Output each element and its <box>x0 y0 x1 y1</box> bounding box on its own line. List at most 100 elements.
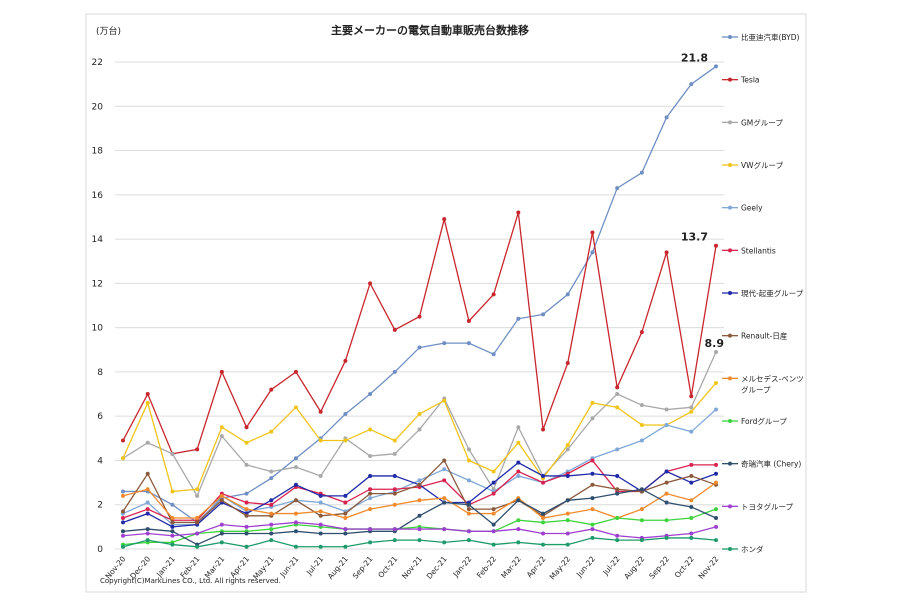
data-point <box>541 511 546 516</box>
data-point <box>491 529 496 534</box>
data-point <box>466 341 471 346</box>
data-point <box>244 440 249 445</box>
data-point <box>565 518 570 523</box>
y-tick-label: 20 <box>92 102 104 112</box>
y-tick-label: 18 <box>92 147 104 157</box>
data-point <box>417 498 422 503</box>
legend-label: ホンダ <box>741 544 764 554</box>
data-point <box>639 487 644 492</box>
data-point <box>714 507 718 512</box>
data-point <box>318 438 323 443</box>
data-point <box>466 318 471 323</box>
data-point <box>466 507 471 512</box>
data-point <box>689 531 694 536</box>
legend-item: 比亜迪汽車(BYD) <box>722 32 800 42</box>
chart-frame <box>85 13 807 593</box>
data-point <box>170 520 175 525</box>
data-point <box>664 500 669 505</box>
data-point <box>639 330 644 335</box>
data-point <box>689 473 694 478</box>
data-point <box>170 502 175 507</box>
data-point <box>145 471 150 476</box>
data-point <box>170 524 175 529</box>
data-point <box>343 516 348 521</box>
data-point <box>392 369 397 374</box>
data-point <box>541 480 546 485</box>
data-point <box>714 349 718 354</box>
data-point <box>293 465 298 470</box>
data-point <box>417 527 422 532</box>
data-point <box>689 504 694 509</box>
data-point <box>442 478 447 483</box>
legend-label: 現代-起亜グループ <box>741 288 804 298</box>
data-point <box>219 498 224 503</box>
data-point <box>541 542 546 547</box>
data-point <box>639 170 644 175</box>
data-point <box>689 82 694 87</box>
data-point <box>343 438 348 443</box>
data-point <box>516 210 521 215</box>
data-point <box>195 544 200 549</box>
data-point <box>145 511 150 516</box>
data-point <box>491 542 496 547</box>
data-point <box>615 538 620 543</box>
data-point <box>590 535 595 540</box>
data-point <box>565 442 570 447</box>
data-point <box>343 511 348 516</box>
data-point <box>244 544 249 549</box>
data-point <box>219 493 224 498</box>
data-point <box>615 405 620 410</box>
data-point <box>491 522 496 527</box>
data-point <box>466 458 471 463</box>
data-point <box>145 487 150 492</box>
data-point <box>392 502 397 507</box>
legend-label: トヨタグループ <box>741 501 794 511</box>
data-point <box>689 516 694 521</box>
data-point <box>639 423 644 428</box>
data-point <box>714 471 718 476</box>
data-point <box>318 522 323 527</box>
legend-marker <box>728 163 732 167</box>
legend-marker <box>728 504 732 509</box>
data-point <box>219 522 224 527</box>
data-point <box>145 527 150 532</box>
data-point <box>664 491 669 496</box>
data-point <box>269 538 274 543</box>
legend-label: 比亜迪汽車(BYD) <box>741 32 800 42</box>
data-point <box>269 522 274 527</box>
data-point <box>121 456 125 461</box>
legend-label: メルセデス-ベンツグループ <box>741 373 804 394</box>
data-point <box>491 352 496 357</box>
data-point <box>392 327 397 332</box>
data-point <box>466 529 471 534</box>
data-point <box>368 540 373 545</box>
data-point <box>590 400 595 405</box>
data-point <box>269 429 274 434</box>
data-point <box>368 487 373 492</box>
data-point <box>219 369 224 374</box>
data-point <box>417 538 422 543</box>
data-point <box>565 361 570 366</box>
data-point <box>565 473 570 478</box>
legend-item: Stellantis <box>722 246 776 255</box>
data-point <box>145 538 150 543</box>
data-point <box>244 462 249 467</box>
data-point <box>293 544 298 549</box>
data-point <box>145 392 150 397</box>
data-label: 8.9 <box>705 337 725 350</box>
legend-marker <box>728 35 732 39</box>
data-point <box>219 425 224 430</box>
data-point <box>170 533 175 538</box>
data-point <box>417 314 422 319</box>
data-point <box>639 538 644 543</box>
legend-marker <box>728 291 732 295</box>
data-point <box>516 473 521 478</box>
data-point <box>466 511 471 516</box>
legend-label: Geely <box>741 204 763 213</box>
data-point <box>491 491 496 496</box>
data-point <box>442 341 447 346</box>
data-point <box>318 513 323 518</box>
data-point <box>442 458 447 463</box>
data-point <box>714 407 718 412</box>
data-point <box>392 438 397 443</box>
